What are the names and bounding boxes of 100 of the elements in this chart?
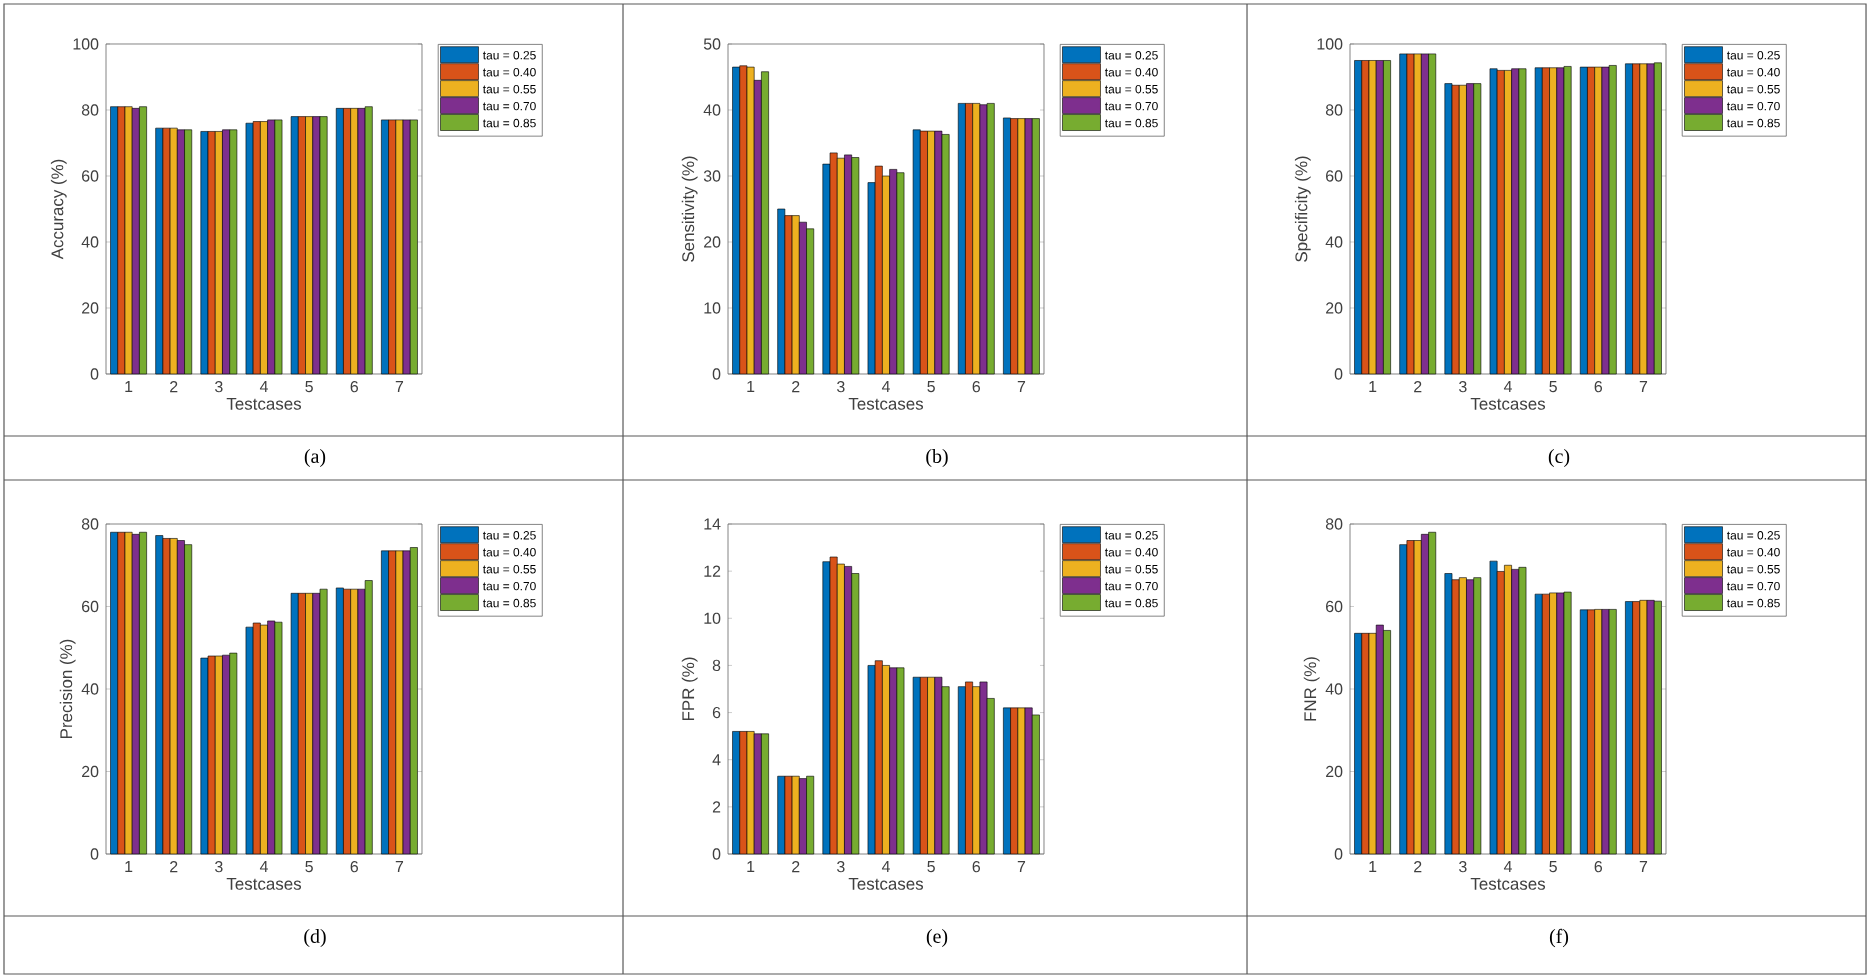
bar (1632, 63, 1641, 375)
bar (1625, 63, 1633, 375)
bar (1010, 118, 1019, 375)
bar (912, 676, 921, 855)
bar (1451, 579, 1460, 855)
bar (110, 106, 119, 375)
y-axis-title: Specificity (%) (1294, 156, 1311, 262)
bar (1601, 66, 1610, 375)
bar (1017, 118, 1026, 375)
bar (110, 531, 119, 855)
bar (739, 65, 748, 375)
bar (1518, 68, 1527, 375)
bar (1639, 63, 1648, 375)
bar (312, 116, 321, 375)
bar (844, 154, 852, 375)
bar (784, 775, 793, 855)
bar (1428, 531, 1437, 855)
bar (1375, 60, 1384, 375)
y-axis-title: Precision (%) (59, 639, 76, 738)
bar (335, 587, 344, 855)
text: (a) (304, 448, 326, 468)
bar (229, 652, 238, 855)
bar (1646, 63, 1655, 375)
bar (1383, 630, 1391, 855)
bar (298, 116, 306, 375)
bar (274, 119, 283, 375)
bar (927, 676, 936, 855)
bar (335, 108, 344, 375)
bar (761, 733, 769, 855)
bar (1458, 577, 1467, 855)
bar (1625, 601, 1633, 855)
bar (1511, 68, 1520, 375)
bar (298, 593, 306, 855)
bar (139, 531, 147, 855)
bar (1003, 707, 1011, 855)
bar (395, 550, 404, 855)
bar (1489, 560, 1498, 855)
bar (851, 573, 860, 855)
bar (184, 129, 193, 375)
bar (305, 593, 314, 855)
bar (806, 775, 815, 855)
bar (1563, 66, 1572, 375)
bar (222, 129, 230, 375)
bar (1428, 53, 1437, 375)
bar (851, 157, 860, 375)
bar (169, 127, 178, 375)
x-axis-title: Testcases (848, 878, 924, 890)
bar (350, 108, 359, 375)
bar (381, 119, 389, 375)
bar (388, 119, 397, 375)
bar (402, 119, 411, 375)
bar (777, 208, 786, 375)
bar (229, 129, 238, 375)
bar (319, 116, 328, 375)
bar (867, 665, 876, 855)
bar (1473, 577, 1482, 855)
bar (117, 106, 126, 375)
bar (972, 686, 981, 855)
bar (395, 119, 404, 375)
bar (274, 621, 283, 855)
bar (1375, 624, 1384, 855)
bar (290, 116, 299, 375)
bar (319, 588, 328, 855)
bar (162, 127, 171, 375)
bar (207, 655, 216, 855)
bar (1354, 60, 1363, 375)
bar (1534, 593, 1543, 855)
bar (1451, 84, 1460, 375)
bar (200, 131, 209, 375)
bar (402, 550, 411, 855)
bar (829, 152, 838, 375)
bar (1466, 579, 1474, 855)
bar (364, 580, 373, 855)
bar (1504, 70, 1512, 375)
bar (1556, 592, 1565, 855)
bar (941, 134, 950, 375)
bar (1549, 592, 1558, 855)
y-axis-title: FPR (%) (681, 657, 698, 721)
bar (260, 121, 268, 375)
bar (746, 66, 755, 375)
bar (799, 221, 807, 375)
bar (1632, 601, 1641, 855)
bar (965, 103, 973, 375)
bar (791, 775, 800, 855)
bar (200, 657, 209, 855)
bar (1549, 67, 1558, 375)
bar (1542, 67, 1550, 375)
bar (1406, 540, 1415, 855)
bar (245, 626, 254, 855)
bar (1563, 591, 1572, 855)
x-axis-title: Testcases (226, 878, 302, 890)
bar (245, 122, 254, 375)
bar (312, 593, 321, 855)
bar (1496, 70, 1505, 375)
bar (1413, 53, 1422, 375)
bar (1518, 567, 1527, 855)
bar (343, 108, 351, 375)
bar (972, 103, 981, 375)
bar (1511, 569, 1520, 855)
bar (388, 550, 397, 855)
